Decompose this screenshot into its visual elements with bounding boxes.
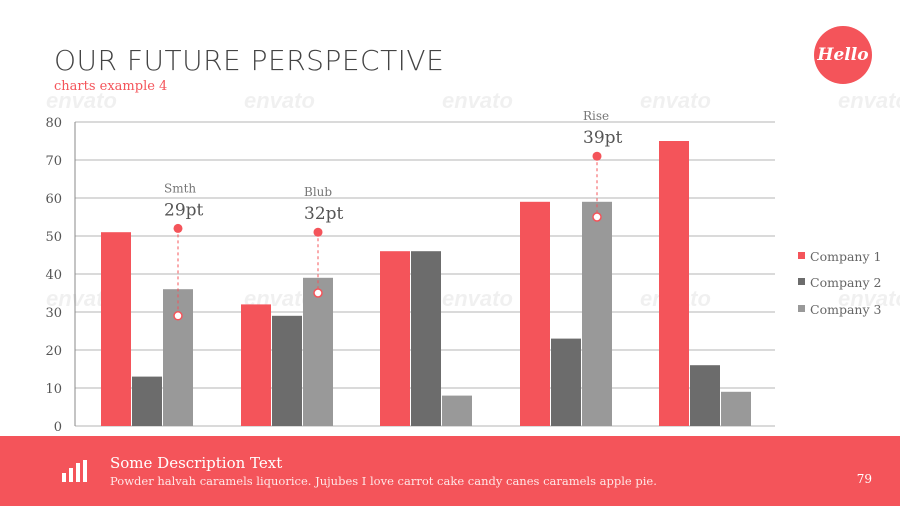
watermark-text: envato [442, 88, 513, 113]
annotation-label: Smth [164, 181, 196, 195]
bar-company-3 [303, 277, 333, 426]
legend-swatch [798, 305, 805, 312]
annotation-dot-bottom [592, 212, 602, 222]
hello-logo: Hello [814, 26, 872, 84]
bar-company-2 [411, 251, 441, 426]
annotation-dot-bottom [313, 288, 323, 298]
y-tick-label: 70 [45, 154, 62, 169]
y-tick-label: 0 [54, 420, 62, 435]
annotation-label: Rise [583, 109, 609, 123]
bar-company-3 [442, 395, 472, 426]
footer-bar: Some Description Text Powder halvah cara… [0, 436, 900, 506]
bar-company-2 [551, 338, 581, 426]
watermark-text: envato [838, 88, 900, 113]
annotation-dot-top [592, 151, 602, 161]
y-tick-label: 20 [45, 344, 62, 359]
legend-label: Company 1 [810, 249, 881, 264]
watermark-text: envato [244, 88, 315, 113]
bar-chart-icon [62, 460, 87, 482]
legend-swatch [798, 252, 805, 259]
annotation-value: 39pt [583, 128, 623, 148]
watermark-text: envato [838, 286, 900, 311]
watermark-text: envato [46, 88, 117, 113]
y-tick-label: 10 [45, 382, 62, 397]
page-number: 79 [856, 472, 872, 486]
annotation-dot-top [173, 223, 183, 233]
bar-company-1 [380, 251, 410, 426]
annotation-value: 29pt [164, 200, 204, 220]
bar-company-3 [163, 289, 193, 426]
annotation-value: 32pt [304, 204, 344, 224]
bar-company-3 [721, 391, 751, 426]
annotation-label: Blub [304, 185, 332, 199]
footer-description: Powder halvah caramels liquorice. Jujube… [110, 474, 657, 488]
bar-company-3 [582, 201, 612, 426]
bar-company-1 [241, 304, 271, 426]
watermark-text: envato [442, 286, 513, 311]
y-tick-label: 30 [45, 306, 62, 321]
y-tick-label: 40 [45, 268, 62, 283]
watermark-text: envato [640, 88, 711, 113]
annotation-dot-bottom [173, 311, 183, 321]
annotation-dot-top [313, 227, 323, 237]
bar-company-1 [520, 201, 550, 426]
legend-swatch [798, 278, 805, 285]
bar-company-2 [132, 376, 162, 426]
bar-company-1 [101, 232, 131, 426]
bar-company-1 [659, 141, 689, 426]
y-tick-label: 50 [45, 230, 62, 245]
page-subtitle: charts example 4 [54, 79, 168, 94]
y-tick-label: 60 [45, 192, 62, 207]
footer-title: Some Description Text [110, 454, 283, 472]
legend-label: Company 2 [810, 275, 881, 290]
bar-company-2 [690, 365, 720, 426]
logo-text: Hello [817, 45, 869, 65]
y-tick-label: 80 [45, 116, 62, 131]
bar-company-2 [272, 315, 302, 426]
legend-label: Company 3 [810, 302, 881, 317]
page-title: OUR FUTURE PERSPECTIVE [54, 44, 445, 77]
